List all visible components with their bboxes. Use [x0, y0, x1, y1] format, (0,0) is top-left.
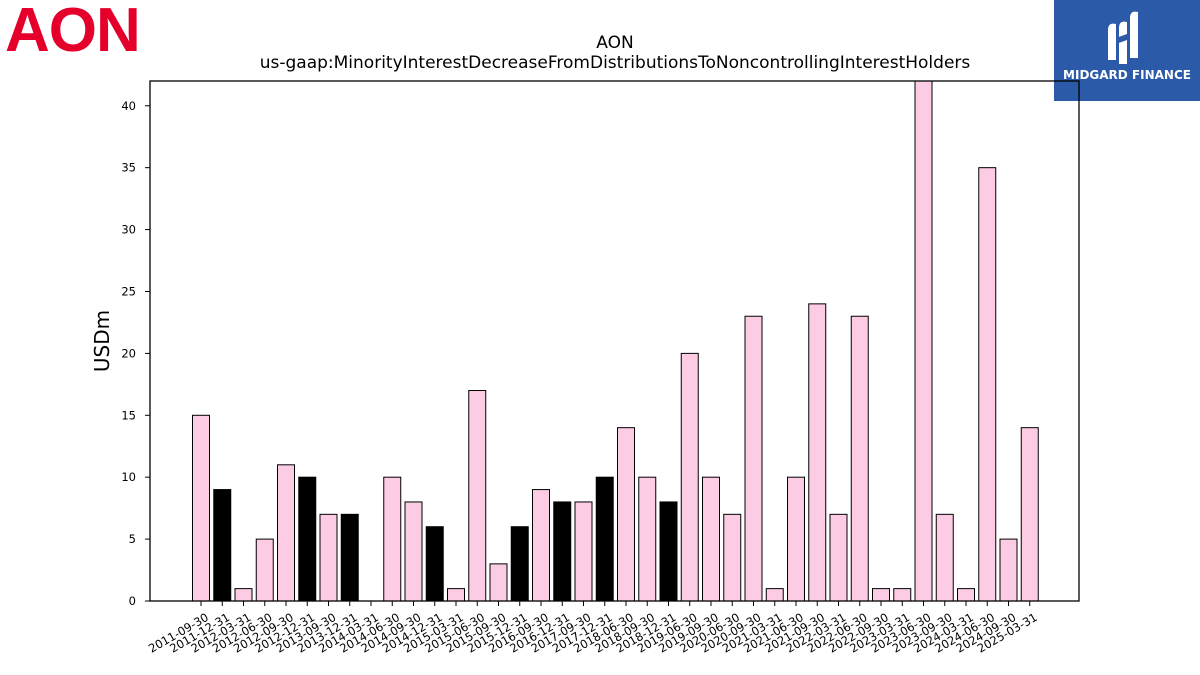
midgard-m-icon: [1108, 11, 1138, 65]
y-tick-label: 0: [129, 594, 136, 608]
bar: [850, 315, 869, 602]
bar: [893, 588, 912, 602]
bar: [659, 501, 678, 602]
bar: [1020, 427, 1039, 602]
bar: [957, 588, 975, 602]
y-tick-label: 5: [129, 532, 136, 546]
bar: [935, 513, 954, 602]
y-axis-label: USDm: [90, 310, 114, 372]
y-tick-label: 20: [121, 346, 136, 360]
bar: [808, 303, 827, 602]
bars-group: [192, 80, 1039, 602]
bar: [532, 489, 550, 602]
bar: [298, 476, 317, 602]
bar: [340, 513, 359, 602]
bar: [213, 489, 232, 602]
y-axis: 0 5 10 15 20 25 30 35 40: [121, 99, 150, 608]
bar: [617, 427, 635, 602]
bar: [468, 390, 487, 602]
y-tick-label: 15: [121, 408, 136, 422]
bar: [574, 501, 593, 602]
bar: [447, 588, 465, 602]
bar: [425, 526, 444, 602]
bar: [192, 414, 210, 602]
bar: [829, 513, 848, 602]
bar: [702, 476, 720, 602]
sponsor-name: MIDGARD FINANCE: [1063, 68, 1191, 82]
y-tick-label: 10: [121, 470, 136, 484]
bar: [787, 476, 805, 602]
bar: [234, 588, 253, 602]
bar: [638, 476, 657, 602]
bar: [553, 501, 572, 602]
bar: [489, 563, 508, 602]
bar: [999, 538, 1018, 602]
y-tick-label: 30: [121, 223, 136, 237]
chart-subtitle: us-gaap:MinorityInterestDecreaseFromDist…: [260, 53, 971, 73]
y-tick-label: 40: [121, 99, 136, 113]
bar: [383, 476, 402, 602]
bar: [319, 513, 338, 602]
bar: [914, 80, 933, 602]
plot-frame: [149, 80, 1080, 602]
x-axis: 2011-09-302011-12-312012-03-312012-06-30…: [146, 601, 1040, 656]
bar: [872, 588, 890, 602]
chart-title: AON: [596, 33, 633, 53]
bar: [277, 464, 295, 602]
y-tick-label: 35: [121, 161, 136, 175]
sponsor-logo: MIDGARD FINANCE: [1054, 0, 1200, 101]
company-logo: AON: [5, 0, 141, 65]
bar: [978, 167, 997, 602]
bar: [744, 315, 763, 602]
bar: [595, 476, 614, 602]
bar: [765, 588, 784, 602]
bar: [723, 513, 742, 602]
bar: [404, 501, 423, 602]
bar: [510, 526, 529, 602]
bar: [255, 538, 274, 602]
bar: [680, 352, 699, 602]
y-tick-label: 25: [121, 284, 136, 298]
